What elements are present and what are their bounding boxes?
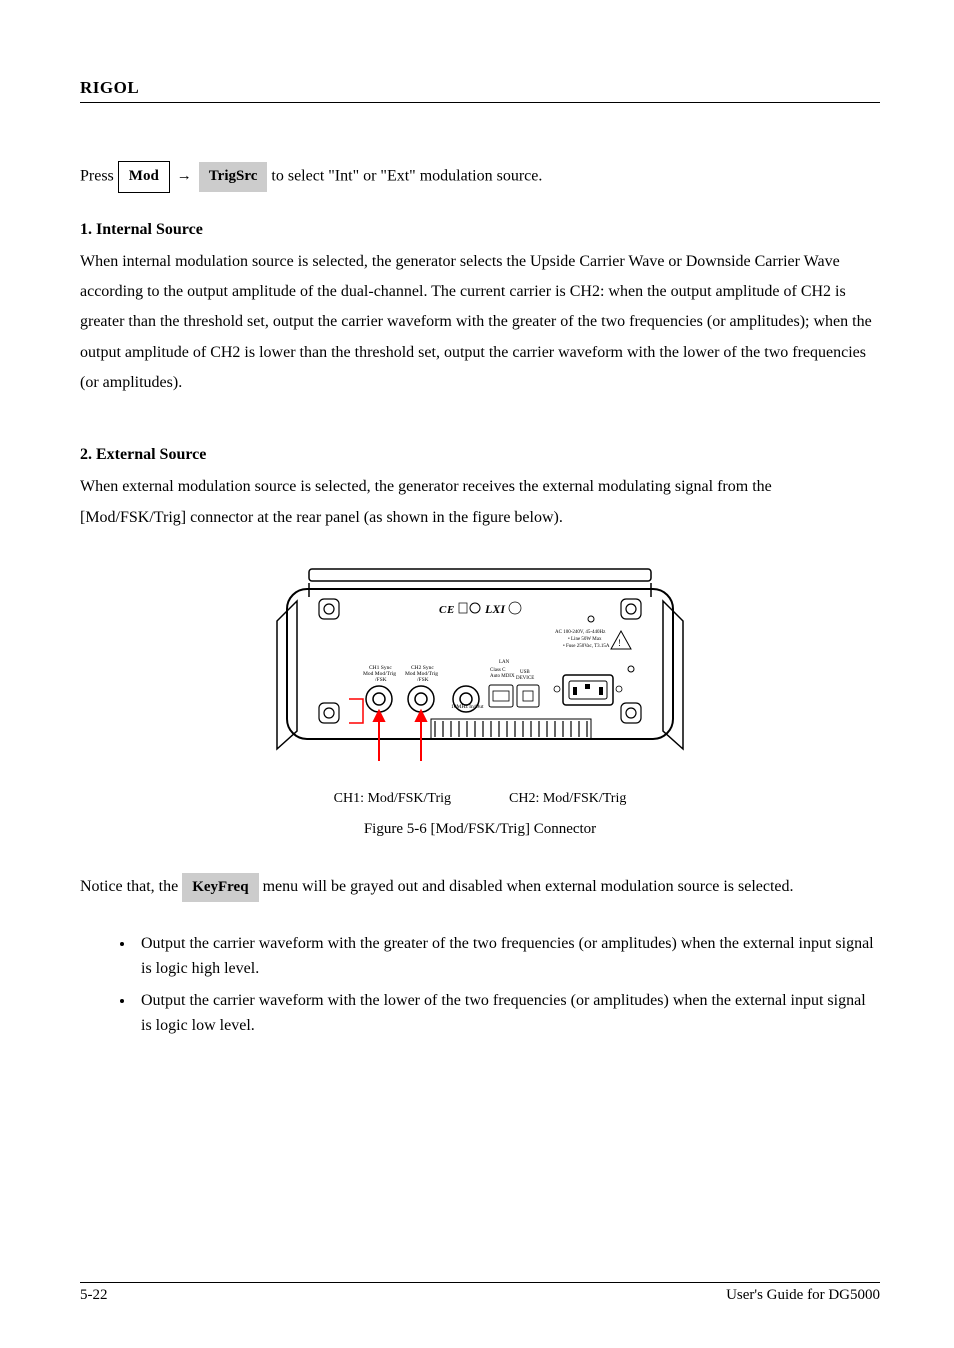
svg-text:/FSK: /FSK	[375, 677, 387, 683]
label-ch1: CH1: Mod/FSK/Trig	[334, 791, 451, 807]
svg-text:AC 100-240V, 45-440Hz: AC 100-240V, 45-440Hz	[555, 630, 606, 635]
section-external-body: When external modulation source is selec…	[80, 472, 880, 533]
mod-button[interactable]: Mod	[118, 161, 170, 193]
svg-text:/FSK: /FSK	[417, 677, 429, 683]
svg-text:C: C	[439, 604, 447, 616]
label-ch2: CH2: Mod/FSK/Trig	[509, 791, 626, 807]
notice-pre: Notice that, the	[80, 878, 182, 895]
svg-text:• Fuse 250Vac, T3.15A: • Fuse 250Vac, T3.15A	[563, 644, 610, 649]
intro-post: to select "Int" or "Ext" modulation sour…	[271, 167, 542, 184]
page-footer: 5-22 User's Guide for DG5000	[80, 1282, 880, 1304]
guide-title: User's Guide for DG5000	[726, 1287, 880, 1304]
page-header: RIGOL	[80, 78, 880, 103]
section-internal: 1. Internal Source When internal modulat…	[80, 221, 880, 399]
svg-text:!: !	[618, 638, 621, 648]
page-number: 5-22	[80, 1287, 108, 1304]
trigsrc-softkey[interactable]: TrigSrc	[199, 162, 268, 192]
rear-panel-diagram: C E LXI AC 100-240V, 45-440Hz • Line 50W…	[271, 561, 689, 781]
svg-text:LXI: LXI	[484, 602, 506, 616]
brand-text: RIGOL	[80, 78, 139, 97]
section-external-title: 2. External Source	[80, 446, 880, 464]
section-internal-title: 1. Internal Source	[80, 221, 880, 239]
svg-text:LAN: LAN	[499, 660, 510, 665]
arrow-icon: →	[177, 168, 192, 184]
notice-post: menu will be grayed out and disabled whe…	[263, 878, 794, 895]
svg-text:Class C: Class C	[490, 668, 506, 673]
section-internal-body: When internal modulation source is selec…	[80, 247, 880, 399]
bullet-high: Output the carrier waveform with the gre…	[135, 931, 880, 982]
section-external: 2. External Source When external modulat…	[80, 446, 880, 533]
svg-text:DEVICE: DEVICE	[516, 676, 534, 681]
notice-paragraph: Notice that, the KeyFreq menu will be gr…	[80, 872, 880, 902]
notice-bullets: Output the carrier waveform with the gre…	[135, 931, 880, 1039]
intro-pre: Press	[80, 167, 118, 184]
intro-paragraph: Press Mod → TrigSrc to select "Int" or "…	[80, 161, 880, 193]
svg-text:• Line 50W Max: • Line 50W Max	[568, 637, 602, 642]
bullet-low: Output the carrier waveform with the low…	[135, 988, 880, 1039]
diagram-labels: CH1: Mod/FSK/Trig CH2: Mod/FSK/Trig	[80, 791, 880, 807]
svg-text:USB: USB	[520, 670, 530, 675]
svg-text:E: E	[446, 604, 454, 616]
keyfreq-softkey[interactable]: KeyFreq	[182, 873, 258, 903]
figure-caption: Figure 5-6 [Mod/FSK/Trig] Connector	[80, 821, 880, 838]
svg-text:Auto MDIX: Auto MDIX	[490, 674, 515, 679]
